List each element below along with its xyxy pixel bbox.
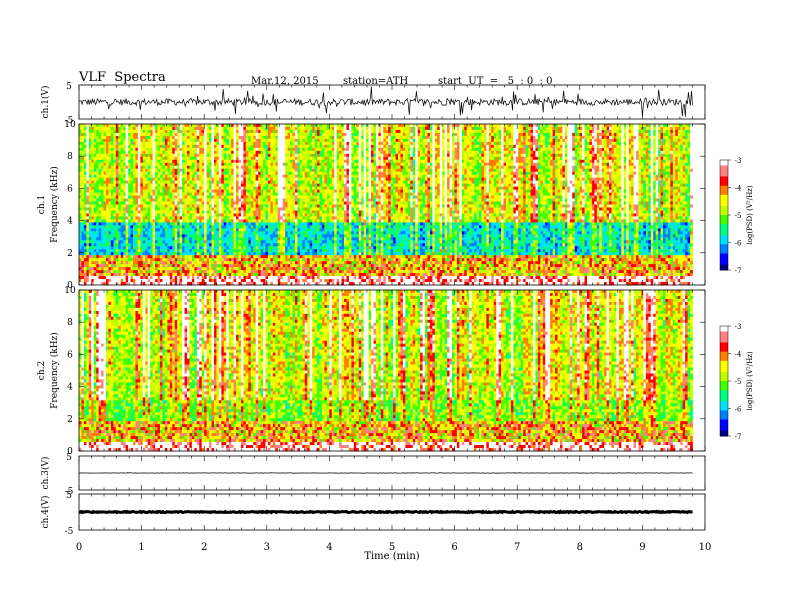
- ch1-ytick-label: -5: [65, 116, 74, 126]
- spec2-ytick-label: 4: [67, 383, 73, 393]
- spec1-colorbar-tick-label: -5: [735, 212, 742, 220]
- ch1-trace: [78, 86, 693, 117]
- spec2-ylabel-frequency: Frequency (kHz): [49, 332, 60, 409]
- ch3-ytick-label: -5: [65, 487, 74, 497]
- spec1-colorbar-tick-label: -4: [735, 185, 742, 193]
- x-tick-label: 5: [389, 542, 395, 553]
- spec1-colorbar-tick-label: -3: [735, 157, 742, 165]
- spec1-ytick-label: 8: [67, 152, 73, 162]
- ch3-ytick-label: 5: [66, 453, 72, 463]
- spec2-colorbar-tick-label: -4: [735, 351, 742, 359]
- x-axis-label: Time (min): [364, 551, 419, 562]
- ch4-trace: [78, 509, 693, 515]
- spec2-heatmap: [79, 290, 693, 452]
- ch4-ytick-label: 5: [66, 491, 72, 501]
- spec2-ytick-label: 10: [64, 286, 76, 296]
- chart-title: VLF Spectra: [79, 70, 166, 85]
- spec2-ytick-label: 2: [67, 415, 73, 425]
- x-tick-label: 7: [514, 542, 520, 553]
- spec1-heatmap: [79, 124, 693, 286]
- x-tick-label: 4: [326, 542, 332, 553]
- ch1-ylabel: ch.1(V): [40, 86, 51, 119]
- spec1-colorbar-label: log(PSD) (V²/Hz): [746, 185, 754, 244]
- spec2-ytick-label: 6: [67, 350, 73, 360]
- spec1-ytick-label: 6: [67, 184, 73, 194]
- x-tick-label: 10: [699, 542, 712, 553]
- x-tick-label: 9: [639, 542, 645, 553]
- spec1-colorbar: [720, 160, 728, 271]
- spec1-colorbar-tick-label: -6: [735, 240, 742, 248]
- x-tick-label: 0: [76, 542, 82, 553]
- spec2-colorbar-label: log(PSD) (V²/Hz): [746, 351, 754, 410]
- spec2-ytick-label: 8: [67, 318, 73, 328]
- spec2-colorbar-tick-label: -6: [735, 406, 742, 414]
- spec2-colorbar-tick-label: -3: [735, 323, 742, 331]
- spec1-ytick-label: 10: [64, 120, 76, 130]
- x-tick-label: 6: [451, 542, 457, 553]
- x-tick-label: 2: [201, 542, 207, 553]
- spec2-colorbar: [720, 326, 728, 437]
- x-tick-label: 8: [577, 542, 583, 553]
- spec2-ylabel-channel: ch.2: [37, 361, 47, 380]
- spec2-colorbar-tick-label: -5: [735, 378, 742, 386]
- date-label: Mar.12, 2015: [251, 76, 319, 87]
- start-time-label: start UT = 5 : 0 : 0: [438, 76, 553, 87]
- spec1-ylabel-channel: ch.1: [37, 195, 47, 214]
- ch4-ytick-label: -5: [65, 527, 74, 537]
- spec2-ytick-label: 0: [67, 447, 73, 457]
- ch3-ylabel: ch.3(V): [40, 457, 51, 490]
- spec1-ytick-label: 0: [67, 281, 73, 291]
- spec1-ytick-label: 2: [67, 249, 73, 259]
- spec1-colorbar-tick-label: -7: [735, 267, 742, 275]
- ch4-ylabel: ch.4(V): [40, 496, 51, 529]
- x-tick-label: 1: [138, 542, 144, 553]
- spec1-ytick-label: 4: [67, 217, 73, 227]
- spec1-ylabel-frequency: Frequency (kHz): [49, 166, 60, 243]
- x-tick-label: 3: [264, 542, 270, 553]
- ch1-ytick-label: 5: [66, 82, 72, 92]
- spec2-colorbar-tick-label: -7: [735, 433, 742, 441]
- station-label: station=ATH: [343, 76, 408, 87]
